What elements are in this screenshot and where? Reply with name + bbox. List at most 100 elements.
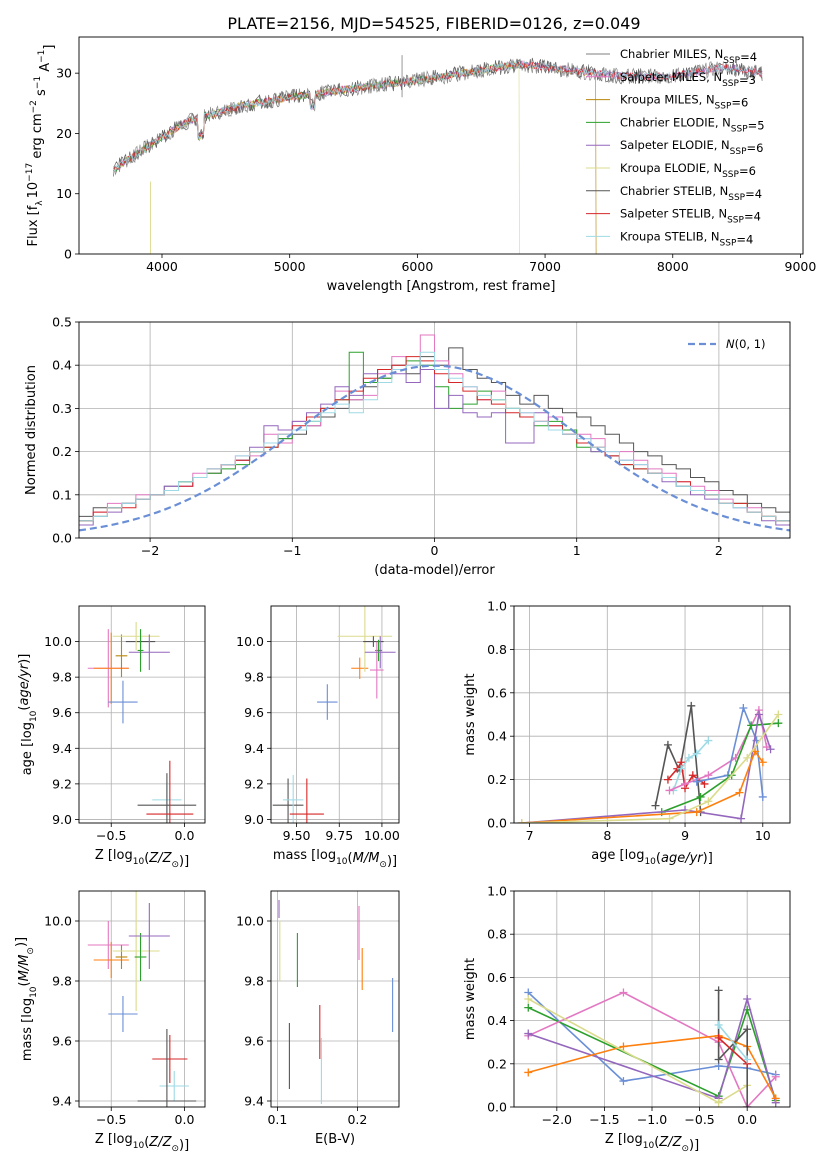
- y-tick-label: 0.2: [487, 1056, 507, 1071]
- y-tick-label: 9.0: [244, 812, 264, 827]
- mass-weight-marker: [704, 771, 713, 780]
- mass-weight-series: [521, 714, 779, 823]
- x-axis-label: Z [log10(Z/Z⊙)]: [95, 1132, 189, 1154]
- errorbar-point: [289, 778, 324, 823]
- x-tick-label: 9.75: [325, 828, 353, 843]
- x-tick-label: −2: [141, 543, 159, 558]
- errorbar-point: [108, 680, 138, 724]
- y-axis-label-part: 10: [26, 182, 41, 199]
- x-axis-label: wavelength [Angstrom, rest frame]: [327, 279, 556, 294]
- y-tick-label: 9.4: [244, 741, 264, 756]
- mass-weight-marker: [619, 988, 628, 997]
- y-tick-label: 9.4: [244, 1094, 264, 1109]
- x-tick-label: 9000: [785, 259, 817, 274]
- mass-weight-marker: [681, 779, 690, 788]
- x-axis-label-part: ⊙: [171, 1144, 179, 1154]
- x-axis-label-part: Z/Z: [148, 851, 172, 866]
- x-axis-label-part: Z [log: [95, 1132, 133, 1147]
- mass-weight-marker: [619, 1042, 628, 1051]
- mass-weight-series: [527, 998, 748, 1104]
- y-axis-label-part: Flux [f: [26, 205, 41, 246]
- y-tick-label: 9.6: [244, 1034, 264, 1049]
- legend-label: N: [726, 337, 735, 351]
- x-axis-label: (data-model)/error: [374, 563, 495, 578]
- legend-subscript: SSP: [730, 147, 747, 157]
- y-tick-label: 0: [64, 247, 72, 262]
- spectrum-series: [113, 57, 763, 177]
- legend-label: Kroupa MILES, N: [620, 93, 715, 107]
- x-axis-label: Z [log10(Z/Z⊙)]: [605, 1132, 699, 1154]
- errorbar-point: [128, 903, 170, 969]
- errorbar-point: [152, 1035, 188, 1083]
- mass-weight-series: [667, 759, 705, 791]
- mass-weight-series: [528, 996, 777, 1103]
- mass-weight-marker: [758, 792, 767, 801]
- spectrum-series: [113, 60, 763, 172]
- y-tick-label: 9.8: [52, 670, 72, 685]
- mass-weight-series: [654, 705, 702, 813]
- x-tick-label: −0.5: [684, 1112, 714, 1127]
- x-tick-label: −1: [283, 543, 301, 558]
- plot-area-mass_weight_vs_age: [517, 701, 783, 823]
- y-tick-label: 9.8: [52, 974, 72, 989]
- legend-label: Kroupa ELODIE, N: [620, 161, 722, 175]
- x-axis-label-part: 10: [336, 857, 348, 867]
- y-axis-label-part: mass [log: [20, 998, 35, 1061]
- errorbar-point: [137, 1029, 197, 1107]
- x-axis-label: Z [log10(Z/Z⊙)]: [95, 848, 189, 870]
- x-axis-label-part: )]: [703, 851, 713, 866]
- x-tick-label: 0.0: [175, 828, 195, 843]
- y-axis-label-part: Normed distribution: [24, 365, 39, 495]
- legend-count: =6: [739, 164, 756, 178]
- mass-weight-marker: [700, 779, 709, 788]
- legend-subscript: SSP: [722, 79, 739, 89]
- y-tick-label: 0.4: [487, 729, 507, 744]
- panel-mass_vs_Z: −0.5 0.09.49.69.810.0Z [log10(Z/Z⊙)]mass …: [14, 890, 206, 1154]
- x-axis-label-part: )]: [179, 1138, 189, 1153]
- errorbar-point: [108, 996, 138, 1032]
- mass-weight-marker: [663, 775, 672, 784]
- mass-weight-marker: [747, 721, 756, 730]
- x-tick-label: 2: [715, 543, 723, 558]
- errorbar-point: [112, 891, 160, 1011]
- y-tick-label: 0.6: [487, 685, 507, 700]
- mass-weight-marker: [771, 1072, 780, 1081]
- legend-count: =4: [744, 210, 761, 224]
- legend-count: =4: [740, 50, 757, 64]
- mass-weight-marker: [665, 814, 674, 823]
- x-tick-label: 8000: [657, 259, 689, 274]
- legend-label: Kroupa STELIB, N: [620, 229, 720, 243]
- x-axis-label-part: (: [654, 1135, 659, 1150]
- legend-entry: Salpeter MILES, NSSP=3: [620, 70, 756, 89]
- x-axis-label: E(B-V): [315, 1132, 355, 1147]
- y-tick-label: 0.2: [487, 772, 507, 787]
- y-tick-label: 0.8: [487, 927, 507, 942]
- y-axis-label-part: (: [17, 981, 32, 986]
- y-tick-label: 9.8: [244, 974, 264, 989]
- errorbar-point: [364, 636, 396, 669]
- x-axis-label-part: ⊙: [681, 1144, 689, 1154]
- y-axis-label-part: mass weight: [463, 958, 478, 1040]
- legend-entry: Kroupa MILES, NSSP=6: [620, 93, 748, 112]
- histogram-series: [79, 334, 790, 538]
- mass-weight-marker: [677, 764, 686, 773]
- axes-frame: [78, 890, 206, 1108]
- errorbar-point: [128, 634, 170, 671]
- legend-count: =4: [736, 232, 753, 246]
- x-axis-label-part: )]: [689, 1138, 699, 1153]
- mass-weight-marker: [714, 1033, 723, 1042]
- x-axis-label-part: (data-model)/error: [374, 563, 495, 578]
- errorbar-point: [282, 774, 304, 823]
- histogram-series: [79, 351, 790, 538]
- x-tick-label: −0.5: [96, 828, 126, 843]
- plot-area-age_vs_Z: [87, 622, 197, 823]
- errorbar-point: [137, 773, 197, 823]
- x-axis-label-part: ⊙: [171, 860, 179, 870]
- mass-weight-marker: [692, 808, 701, 817]
- x-tick-label: −1.5: [589, 1112, 619, 1127]
- x-axis-label-part: )]: [387, 854, 397, 869]
- legend-count: =3: [739, 73, 756, 87]
- x-axis-label-part: (: [144, 1135, 149, 1150]
- y-tick-label: 9.2: [52, 776, 72, 791]
- panel-mass_vs_EBV: 0.1 0.2 9.4 9.6 9.8 10.0 E(B-V): [236, 890, 400, 1147]
